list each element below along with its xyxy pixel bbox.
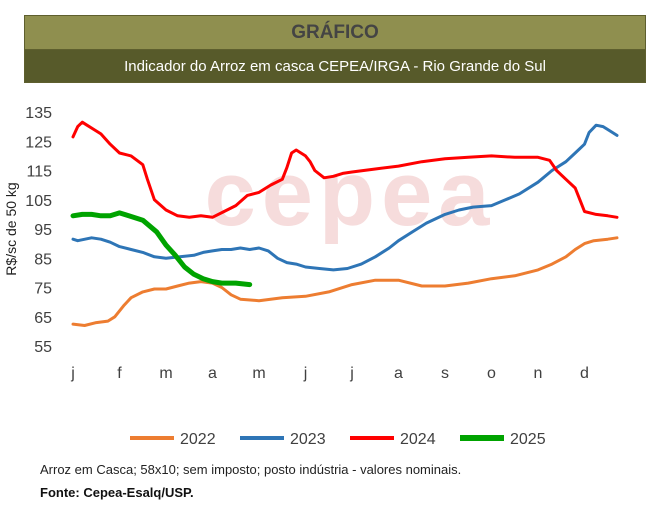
y-tick-label: 85 <box>34 251 52 268</box>
x-tick-label: j <box>349 365 354 382</box>
legend-label-2024: 2024 <box>400 431 436 448</box>
legend: 2022 2023 2024 2025 <box>130 431 546 448</box>
y-axis: 55 65 75 85 95 105 115 125 135 R$/sc de 50 kg <box>3 105 52 356</box>
subtitle-banner: Indicador do Arroz em casca CEPEA/IRGA -… <box>24 49 646 83</box>
legend-label-2025: 2025 <box>510 431 546 448</box>
y-tick-label: 55 <box>34 339 52 356</box>
legend-label-2023: 2023 <box>290 431 326 448</box>
series-line-2024 <box>71 120 619 219</box>
series-line-2023 <box>71 123 619 272</box>
y-tick-label: 95 <box>34 222 52 239</box>
y-axis-label: R$/sc de 50 kg <box>3 182 19 275</box>
x-tick-label: s <box>441 365 449 382</box>
x-tick-label: o <box>487 365 496 382</box>
y-tick-label: 125 <box>25 134 52 151</box>
series-line-2022 <box>71 236 619 327</box>
x-tick-label: j <box>70 365 75 382</box>
x-tick-label: m <box>159 365 172 382</box>
y-tick-label: 65 <box>34 310 52 327</box>
x-tick-label: a <box>208 365 217 382</box>
x-tick-label: d <box>580 365 589 382</box>
plot-area <box>70 120 619 327</box>
x-tick-label: j <box>303 365 308 382</box>
y-tick-label: 75 <box>34 281 52 298</box>
y-tick-label: 115 <box>26 164 52 181</box>
chart-footnote: Arroz em Casca; 58x10; sem imposto; post… <box>40 462 462 477</box>
y-tick-label: 105 <box>25 193 52 210</box>
series-line-2025 <box>70 210 253 288</box>
x-tick-label: a <box>394 365 403 382</box>
x-tick-label: f <box>117 365 122 382</box>
chart-source: Fonte: Cepea-Esalq/USP. <box>40 485 194 500</box>
chart-subtitle: Indicador do Arroz em casca CEPEA/IRGA -… <box>124 57 546 75</box>
chart-title: GRÁFICO <box>291 22 379 43</box>
legend-label-2022: 2022 <box>180 431 216 448</box>
x-tick-label: n <box>534 365 543 382</box>
y-tick-label: 135 <box>25 105 52 122</box>
x-tick-label: m <box>252 365 265 382</box>
title-banner: GRÁFICO <box>24 15 646 51</box>
